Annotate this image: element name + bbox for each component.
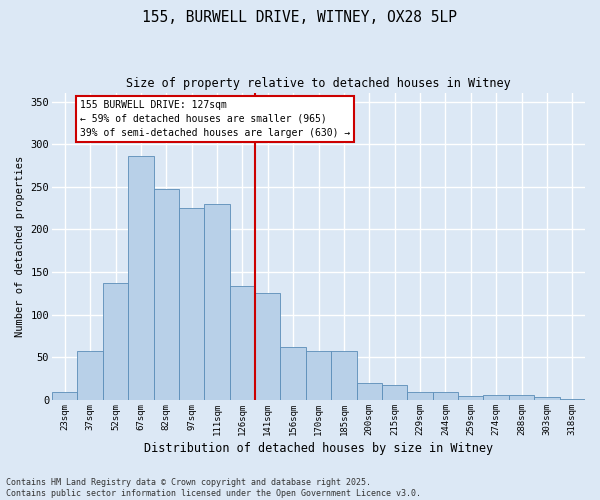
Bar — [433, 392, 458, 400]
Bar — [407, 392, 433, 400]
Bar — [306, 352, 331, 400]
Bar — [255, 292, 280, 400]
Bar — [484, 395, 509, 400]
Y-axis label: Number of detached properties: Number of detached properties — [15, 156, 25, 337]
Title: Size of property relative to detached houses in Witney: Size of property relative to detached ho… — [126, 78, 511, 90]
Bar — [230, 286, 255, 400]
Text: Contains HM Land Registry data © Crown copyright and database right 2025.
Contai: Contains HM Land Registry data © Crown c… — [6, 478, 421, 498]
X-axis label: Distribution of detached houses by size in Witney: Distribution of detached houses by size … — [144, 442, 493, 455]
Bar — [154, 188, 179, 400]
Bar — [128, 156, 154, 400]
Bar — [382, 384, 407, 400]
Bar — [280, 347, 306, 400]
Text: 155, BURWELL DRIVE, WITNEY, OX28 5LP: 155, BURWELL DRIVE, WITNEY, OX28 5LP — [143, 10, 458, 25]
Text: 155 BURWELL DRIVE: 127sqm
← 59% of detached houses are smaller (965)
39% of semi: 155 BURWELL DRIVE: 127sqm ← 59% of detac… — [80, 100, 350, 138]
Bar — [52, 392, 77, 400]
Bar — [458, 396, 484, 400]
Bar — [77, 350, 103, 400]
Bar — [509, 395, 534, 400]
Bar — [331, 352, 356, 400]
Bar — [205, 204, 230, 400]
Bar — [356, 383, 382, 400]
Bar — [560, 399, 585, 400]
Bar — [534, 398, 560, 400]
Bar — [103, 283, 128, 400]
Bar — [179, 208, 205, 400]
